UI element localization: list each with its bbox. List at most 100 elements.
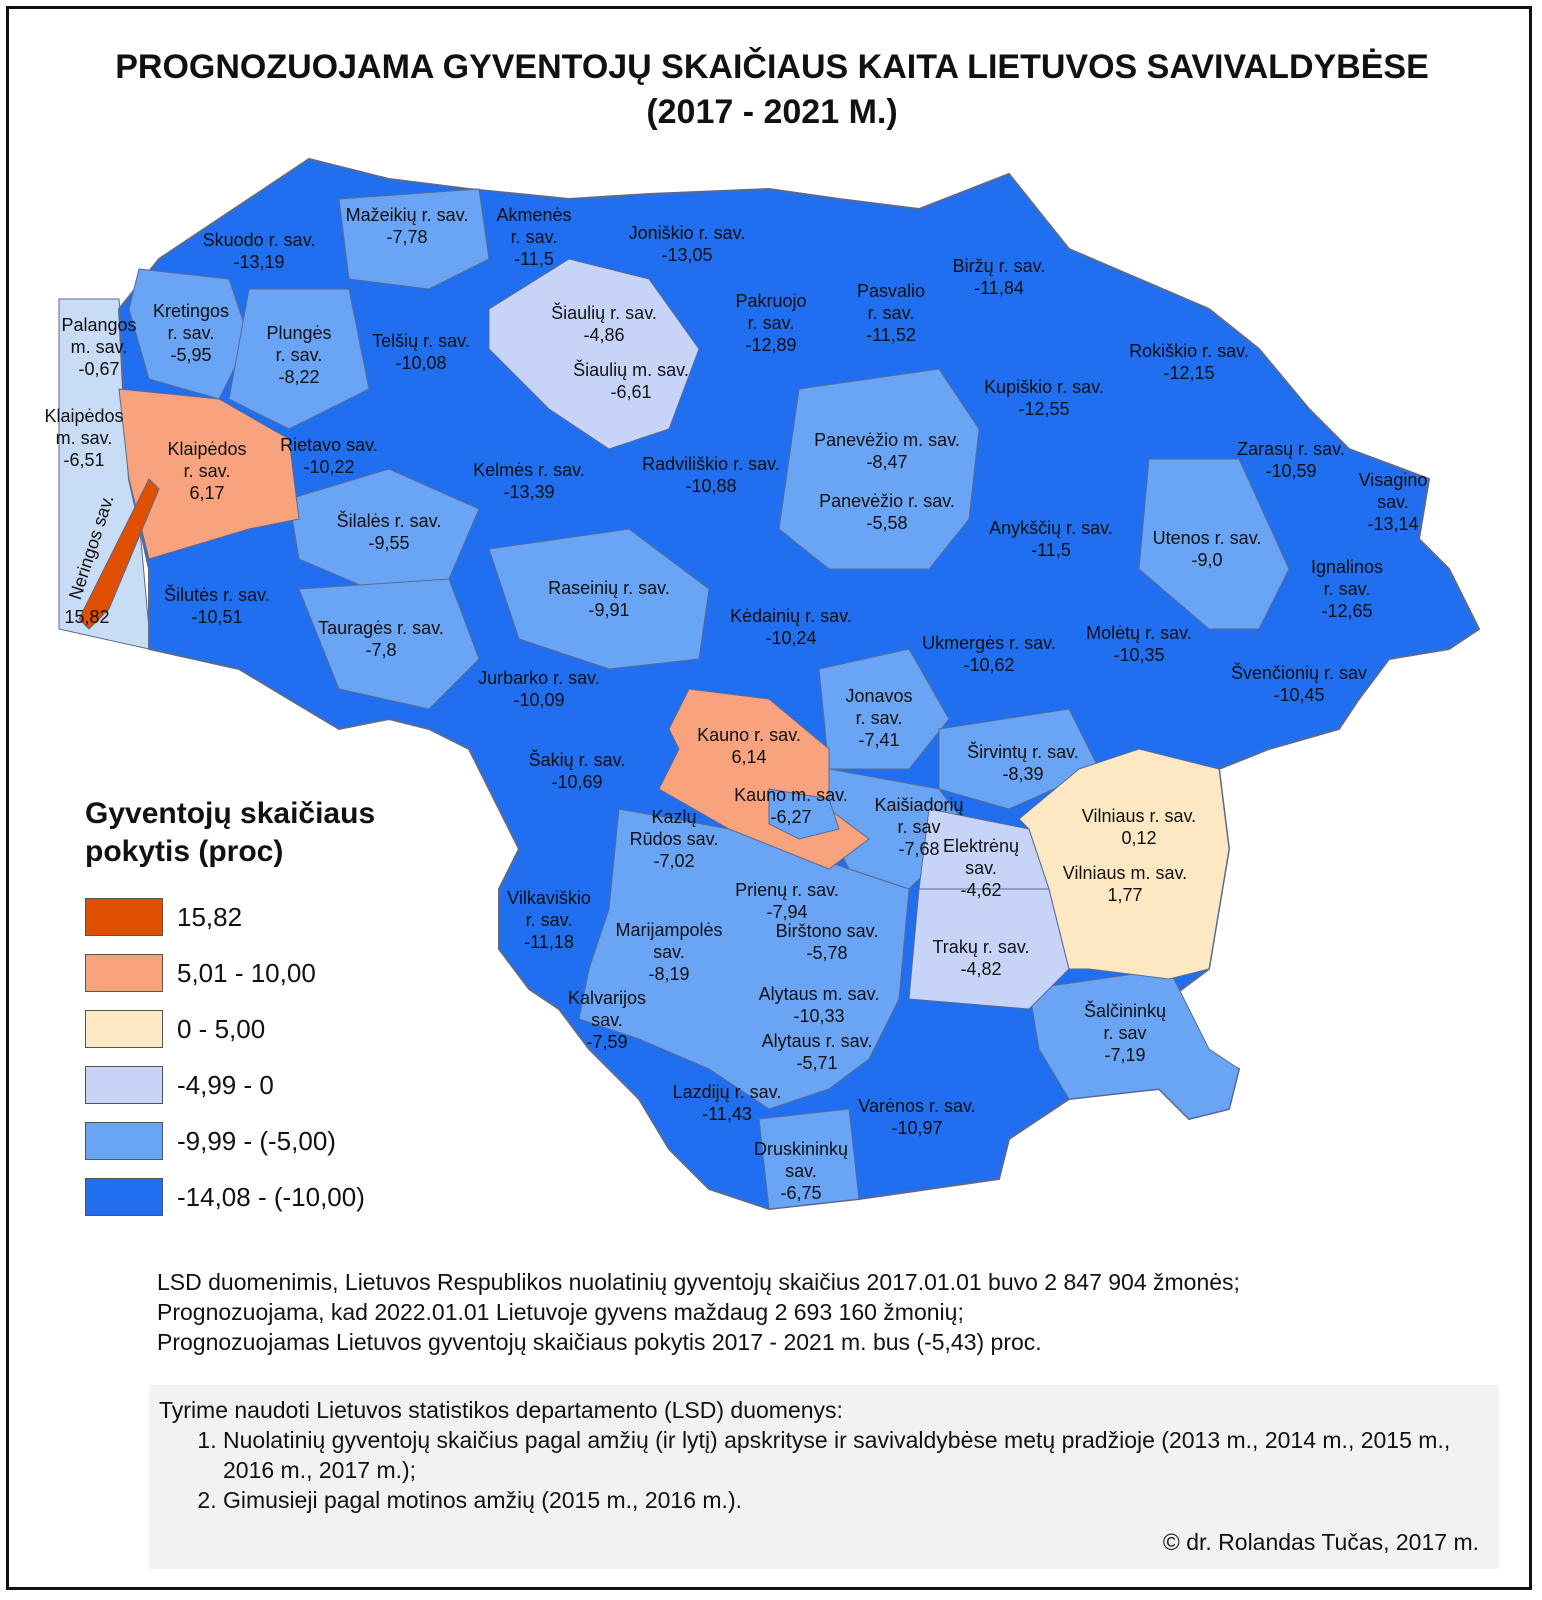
legend-item: -4,99 - 0 — [85, 1057, 425, 1113]
legend-label: 15,82 — [177, 901, 243, 932]
label-radviliskio-r-sav: Radviliškio r. sav. -10,88 — [642, 454, 780, 496]
region-taurages — [298, 578, 480, 710]
label-skuodo-r-sav: Skuodo r. sav. -13,19 — [203, 230, 316, 272]
label-elektrenu-sav: Elektrėnų sav. -4,62 — [943, 836, 1019, 900]
label-palangos-m-sav: Palangos m. sav. -0,67 — [61, 315, 136, 379]
label-salcininku-r-sav: Šalčininkų r. sav -7,19 — [1084, 1000, 1166, 1065]
label-birzu-r-sav: Biržų r. sav. -11,84 — [953, 256, 1046, 298]
legend-label: -9,99 - (-5,00) — [177, 1125, 336, 1156]
map-regions — [58, 157, 1481, 1211]
label-kazlu-rudos-sav: Kazlų Rūdos sav. -7,02 — [630, 807, 719, 871]
label-joniskio-r-sav: Joniškio r. sav. -13,05 — [629, 223, 746, 265]
region-druskininku — [758, 1108, 860, 1210]
label-mazeikiu-r-sav: Mažeikių r. sav. -7,78 — [346, 205, 469, 247]
title-line-2: (2017 - 2021 M.) — [646, 93, 898, 131]
label-moletu-r-sav: Molėtų r. sav. -10,35 — [1086, 623, 1192, 665]
region-kauno-m — [768, 788, 840, 840]
sources-intro: Tyrime naudoti Lietuvos statistikos depa… — [159, 1397, 843, 1423]
map-title: PROGNOZUOJAMA GYVENTOJŲ SKAIČIAUS KAITA … — [9, 45, 1529, 135]
legend-swatch — [85, 1066, 163, 1104]
region-raseiniu — [488, 528, 710, 670]
label-kauno-m-sav: Kauno m. sav. -6,27 — [734, 785, 848, 827]
region-utenos — [1138, 458, 1290, 630]
label-varenos-r-sav: Varėnos r. sav. -10,97 — [858, 1096, 975, 1138]
legend-label: -4,99 - 0 — [177, 1069, 274, 1100]
region-panevezio — [778, 368, 980, 570]
title-line-1: PROGNOZUOJAMA GYVENTOJŲ SKAIČIAUS KAITA … — [115, 48, 1429, 86]
label-pakruojo-r-sav: Pakruojo r. sav. -12,89 — [735, 291, 806, 355]
legend-item: 5,01 - 10,00 — [85, 945, 425, 1001]
label-rokiskio-r-sav: Rokiškio r. sav. -12,15 — [1129, 341, 1249, 383]
label-vilniaus-m-sav: Vilniaus m. sav. 1,77 — [1063, 863, 1187, 905]
label-svencioniu-r-sav: Švenčionių r. sav -10,45 — [1231, 662, 1367, 705]
value-neringos-sav: 15,82 — [64, 607, 109, 627]
sources-box: Tyrime naudoti Lietuvos statistikos depa… — [149, 1385, 1499, 1569]
region-neringos — [78, 478, 160, 630]
label-klaipedos-r-sav: Klaipėdos r. sav. 6,17 — [167, 439, 246, 503]
legend-title: Gyventojų skaičiaus pokytis (proc) — [85, 797, 376, 868]
label-ignalinos-r-sav: Ignalinos r. sav. -12,65 — [1311, 557, 1383, 621]
sources-list: Nuolatinių gyventojų skaičius pagal amži… — [159, 1425, 1499, 1515]
legend-item: 0 - 5,00 — [85, 1001, 425, 1057]
label-raseiniu-r-sav: Raseinių r. sav. -9,91 — [548, 578, 670, 620]
label-kretingos-r-sav: Kretingos r. sav. -5,95 — [153, 301, 229, 365]
legend-swatch — [85, 1122, 163, 1160]
region-sirvintu — [938, 708, 1100, 810]
label-silales-r-sav: Šilalės r. sav. -9,55 — [337, 510, 442, 553]
label-taurages-r-sav: Tauragės r. sav. -7,8 — [318, 618, 444, 660]
region-south-medium — [578, 808, 910, 1110]
legend-swatch — [85, 1010, 163, 1048]
region-traku — [908, 888, 1070, 1010]
legend-label: -14,08 - (-10,00) — [177, 1181, 365, 1212]
legend-label: 5,01 - 10,00 — [177, 957, 316, 988]
region-plunges — [228, 288, 370, 430]
label-kalvarijos-sav: Kalvarijos sav. -7,59 — [568, 988, 646, 1052]
note-line: Prognozuojama, kad 2022.01.01 Lietuvoje … — [157, 1299, 964, 1325]
label-panevezio-m-sav: Panevėžio m. sav. -8,47 — [814, 430, 960, 472]
label-anyksciu-r-sav: Anykščių r. sav. -11,5 — [989, 518, 1113, 560]
label-vilkaviskio-r-sav: Vilkaviškio r. sav. -11,18 — [507, 888, 591, 952]
label-kedainiu-r-sav: Kėdainių r. sav. -10,24 — [730, 606, 852, 648]
label-kaisiadoriu-r-sav: Kaišiadorių r. sav -7,68 — [874, 795, 963, 859]
legend: Gyventojų skaičiaus pokytis (proc) 15,82… — [85, 795, 425, 1225]
label-marijampoles-sav: Marijampolės sav. -8,19 — [615, 920, 722, 984]
label-traku-r-sav: Trakų r. sav. -4,82 — [932, 937, 1029, 979]
label-akmenes-r-sav: Akmenės r. sav. -11,5 — [496, 205, 571, 269]
region-vilniaus — [1018, 748, 1230, 980]
label-telsiu-r-sav: Telšių r. sav. -10,08 — [372, 331, 470, 373]
lithuania-map: Skuodo r. sav. -13,19 Mažeikių r. sav. -7,7… — [44, 157, 1481, 1211]
label-silutes-r-sav: Šilutės r. sav. -10,51 — [164, 584, 270, 627]
label-ukmerges-r-sav: Ukmergės r. sav. -10,62 — [922, 633, 1056, 675]
legend-swatch — [85, 1178, 163, 1216]
label-rietavo-sav: Rietavo sav. -10,22 — [280, 435, 378, 477]
region-klaipedos-r — [118, 388, 300, 560]
label-panevezio-r-sav: Panevėžio r. sav. -5,58 — [819, 491, 955, 533]
legend-swatch — [85, 898, 163, 936]
label-siauliu-r-sav: Šiaulių r. sav. -4,86 — [551, 302, 657, 345]
label-plunges-r-sav: Plungės r. sav. -8,22 — [266, 323, 331, 387]
legend-swatch — [85, 954, 163, 992]
label-alytaus-r-sav: Alytaus r. sav. -5,71 — [762, 1031, 873, 1073]
label-vilniaus-r-sav: Vilniaus r. sav. 0,12 — [1082, 806, 1196, 848]
label-zarasu-r-sav: Zarasų r. sav. -10,59 — [1237, 439, 1345, 481]
label-pasvalio-r-sav: Pasvalio r. sav. -11,52 — [857, 281, 925, 345]
label-jonavos-r-sav: Jonavos r. sav. -7,41 — [845, 686, 912, 750]
municipality-labels: Skuodo r. sav. -13,19 Mažeikių r. sav. -7,7… — [44, 205, 1427, 1203]
legend-item: -14,08 - (-10,00) — [85, 1169, 425, 1225]
label-jurbarko-r-sav: Jurbarko r. sav. -10,09 — [478, 668, 600, 710]
region-mazeikiu — [338, 188, 490, 290]
label-sakiu-r-sav: Šakių r. sav. -10,69 — [529, 749, 626, 792]
note-line: Prognozuojamas Lietuvos gyventojų skaiči… — [157, 1329, 1042, 1355]
label-birstono-sav: Birštono sav. -5,78 — [776, 921, 879, 963]
label-visagino-sav: Visagino sav. -13,14 — [1359, 470, 1428, 534]
label-druskininku-sav: Druskininkų sav. -6,75 — [754, 1139, 848, 1203]
label-prienu-r-sav: Prienų r. sav. -7,94 — [735, 880, 839, 922]
region-salcininku — [1028, 968, 1240, 1120]
note-line: LSD duomenimis, Lietuvos Respublikos nuo… — [157, 1269, 1240, 1295]
label-kelmes-r-sav: Kelmės r. sav. -13,39 — [473, 460, 585, 502]
label-utenos-r-sav: Utenos r. sav. -9,0 — [1153, 528, 1262, 570]
map-frame: PROGNOZUOJAMA GYVENTOJŲ SKAIČIAUS KAITA … — [6, 6, 1532, 1590]
label-klaipedos-m-sav: Klaipėdos m. sav. -6,51 — [44, 406, 123, 470]
summary-notes: LSD duomenimis, Lietuvos Respublikos nuo… — [157, 1267, 1240, 1357]
label-alytaus-m-sav: Alytaus m. sav. -10,33 — [759, 984, 880, 1026]
